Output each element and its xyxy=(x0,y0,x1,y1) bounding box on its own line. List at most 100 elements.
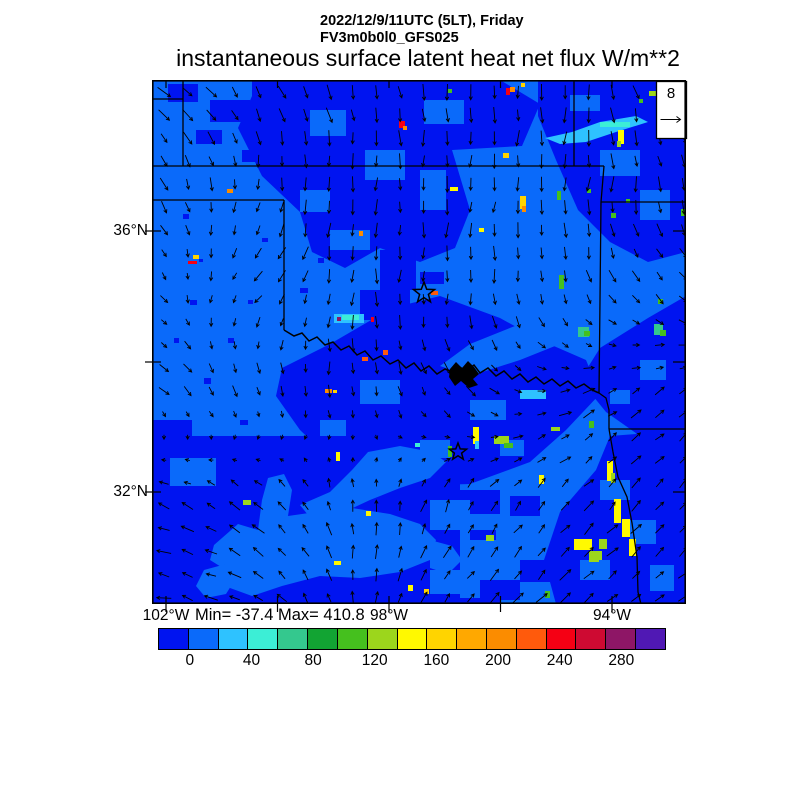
flux-speckle xyxy=(473,427,479,444)
flux-speckle xyxy=(475,441,479,449)
wind-arrow xyxy=(350,109,356,122)
wind-arrow xyxy=(634,108,639,123)
wind-arrow xyxy=(180,525,195,533)
wind-arrow xyxy=(231,110,239,121)
wind-arrow xyxy=(280,177,285,192)
wind-arrow xyxy=(350,246,355,261)
wind-arrow xyxy=(398,130,403,147)
wind-arrow xyxy=(540,107,545,124)
wind-arrow xyxy=(537,547,546,557)
colorbar-tick-label: 0 xyxy=(185,652,195,669)
wind-arrow xyxy=(256,341,261,350)
wind-arrow xyxy=(374,316,379,329)
flux-speckle xyxy=(334,561,341,565)
wind-arrow xyxy=(398,178,403,191)
wind-arrow xyxy=(466,411,476,417)
wind-arrow xyxy=(607,411,618,417)
wind-arrow xyxy=(632,85,640,100)
wind-arrow xyxy=(325,521,333,536)
wind-arrow xyxy=(562,154,567,169)
flux-patch-dark xyxy=(318,258,324,263)
wind-arrow xyxy=(374,268,379,285)
wind-arrow xyxy=(326,500,332,511)
wind-arrow xyxy=(374,567,379,582)
wind-arrow xyxy=(181,594,193,602)
flux-patch-light xyxy=(210,474,436,596)
wind-arrow xyxy=(608,269,617,283)
wind-arrow xyxy=(514,545,522,558)
wind-arrow xyxy=(206,502,216,510)
wind-arrow xyxy=(538,500,546,511)
wind-arrow xyxy=(398,246,403,261)
wind-arrow xyxy=(184,458,190,463)
wind-arrow xyxy=(181,571,193,578)
flux-speckle xyxy=(589,551,602,560)
wind-arrow xyxy=(515,200,520,215)
wind-arrow xyxy=(254,295,263,304)
wind-arrow xyxy=(374,386,379,397)
wind-arrow xyxy=(445,175,450,193)
lon-axis-label: 98°W xyxy=(369,607,409,624)
flux-patch-light xyxy=(560,230,596,248)
wind-arrow xyxy=(185,295,190,304)
wind-arrow xyxy=(398,201,403,214)
flux-speckle xyxy=(448,446,452,457)
flux-speckle xyxy=(403,126,407,130)
wind-arrow xyxy=(162,411,166,418)
flux-speckle xyxy=(506,88,510,95)
wind-arrow xyxy=(398,340,403,351)
wind-arrow xyxy=(183,87,193,97)
flux-patch-light xyxy=(640,190,670,220)
wind-arrow xyxy=(397,567,404,582)
wind-arrow xyxy=(443,410,451,419)
wind-arrow xyxy=(327,384,332,399)
wind-arrow xyxy=(515,177,520,192)
wind-arrow xyxy=(398,409,403,419)
wind-arrow xyxy=(655,319,665,326)
wind-arrow xyxy=(255,316,261,328)
wind-arrow xyxy=(302,569,309,581)
wind-arrow xyxy=(562,107,567,124)
wind-arrow xyxy=(279,201,284,213)
wind-arrow xyxy=(468,246,474,261)
wind-arrow xyxy=(253,594,264,601)
wind-arrow xyxy=(539,294,545,305)
wind-arrow xyxy=(374,456,379,463)
wind-arrow xyxy=(302,246,309,261)
wind-arrow xyxy=(490,457,499,463)
flux-speckle xyxy=(494,436,509,444)
wind-arrow xyxy=(631,546,641,558)
wind-arrow xyxy=(514,570,523,580)
wind-arrow xyxy=(444,387,451,396)
wind-arrow xyxy=(351,85,356,100)
wind-arrow xyxy=(444,222,450,239)
wind-arrow xyxy=(421,247,426,260)
wind-arrow xyxy=(157,502,170,510)
state-border-line xyxy=(598,165,605,394)
wind-arrow xyxy=(302,270,309,283)
wind-arrow xyxy=(467,435,476,440)
flux-patch-light xyxy=(430,540,462,574)
flux-speckle xyxy=(448,89,452,93)
wind-arrow xyxy=(655,409,665,419)
wind-arrow xyxy=(491,315,498,329)
colorbar-segment xyxy=(336,628,368,650)
wind-arrow xyxy=(350,176,356,193)
wind-arrow xyxy=(160,155,168,167)
flux-patch-light xyxy=(440,256,686,376)
wind-arrow xyxy=(232,318,237,327)
flux-speckle xyxy=(520,196,526,209)
wind-arrow xyxy=(468,177,473,192)
wind-arrow xyxy=(537,457,547,463)
wind-arrow xyxy=(630,455,642,465)
wind-arrow xyxy=(207,131,215,146)
wind-arrow xyxy=(468,500,474,511)
wind-arrow xyxy=(280,131,285,146)
colorbar-tick-label: 80 xyxy=(304,652,322,669)
flux-speckle xyxy=(450,187,458,191)
wind-arrow xyxy=(421,178,426,191)
wind-arrow xyxy=(185,249,190,258)
wind-arrow xyxy=(206,109,217,121)
wind-arrow xyxy=(421,83,427,101)
